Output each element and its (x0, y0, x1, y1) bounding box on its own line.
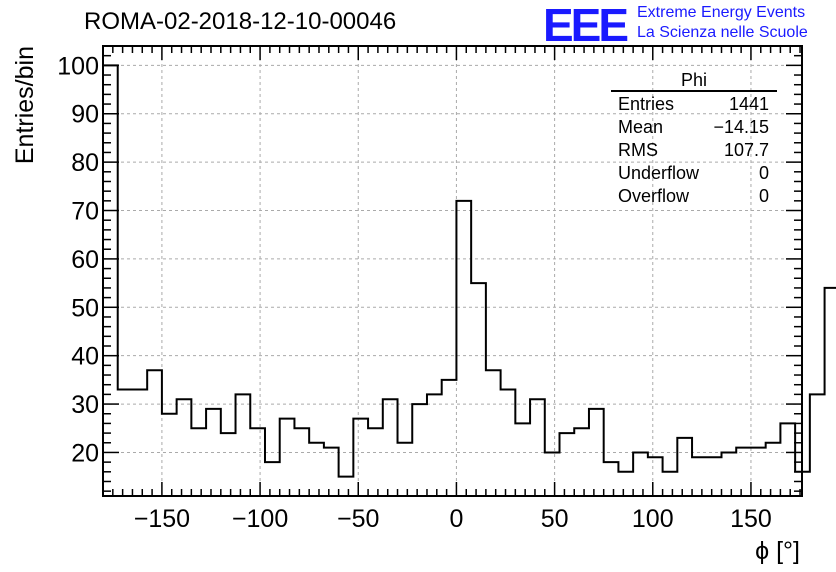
x-tick-label: 50 (541, 505, 569, 533)
stats-row-label: Overflow (618, 186, 690, 206)
stats-row-value: 1441 (729, 94, 769, 114)
stats-row-value: 0 (759, 186, 769, 206)
stats-row-value: 0 (759, 163, 769, 183)
y-tick-label: 70 (71, 198, 99, 226)
x-tick-label: 0 (449, 505, 463, 533)
y-tick-label: 40 (71, 343, 99, 371)
y-tick-label: 50 (71, 294, 99, 322)
eee-logo: EEE (543, 0, 629, 51)
y-tick-label: 90 (71, 101, 99, 129)
y-tick-label: 30 (71, 391, 99, 419)
axis-ticks (103, 45, 802, 496)
y-tick-label: 100 (57, 52, 99, 80)
logo-caption-line2: La Scienza nelle Scuole (637, 24, 808, 41)
x-tick-label: −150 (134, 505, 190, 533)
x-axis-label: ϕ [°] (755, 537, 800, 565)
y-tick-label: 60 (71, 246, 99, 274)
y-tick-label: 80 (71, 149, 99, 177)
y-tick-label: 20 (71, 439, 99, 467)
tick-labels: −150 −100 −50 0 50 100 150 20 30 40 50 60 70 80 90 100 (57, 52, 772, 533)
x-tick-label: −50 (337, 505, 379, 533)
stats-box-rows: Entries 1441 Mean −14.15 RMS 107.7 Underflow 0 O… (618, 94, 769, 206)
y-axis-label: Entries/bin (11, 46, 39, 164)
x-tick-label: 150 (730, 505, 772, 533)
stats-box-title: Phi (681, 70, 707, 90)
stats-row-label: RMS (618, 140, 658, 160)
stats-row-label: Entries (618, 94, 674, 114)
plot-frame (102, 45, 803, 497)
stats-box: Phi Entries 1441 Mean −14.15 RMS 107.7 Underfl… (611, 70, 777, 206)
stats-row-value: 107.7 (724, 140, 769, 160)
run-title: ROMA-02-2018-12-10-00046 (84, 8, 397, 35)
x-tick-label: 100 (632, 505, 674, 533)
grid-lines (103, 46, 802, 496)
stats-row-label: Mean (618, 117, 663, 137)
logo-caption-line1: Extreme Energy Events (637, 4, 806, 21)
stats-row-value: −14.15 (713, 117, 769, 137)
stats-row-label: Underflow (618, 163, 700, 183)
x-tick-label: −100 (232, 505, 288, 533)
histogram-outline (102, 64, 836, 496)
